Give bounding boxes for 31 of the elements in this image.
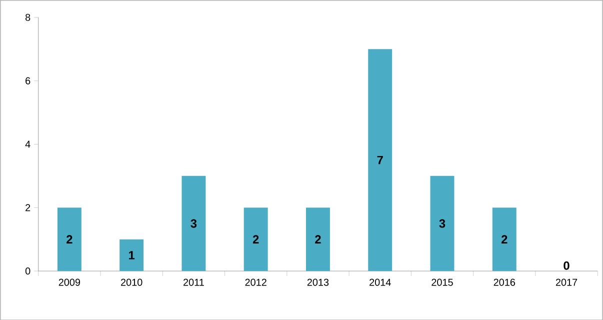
bar (368, 48, 392, 271)
bar (57, 207, 82, 271)
x-tick-label: 2014 (370, 278, 391, 286)
data-label: 7 (377, 156, 383, 164)
data-label: 1 (128, 250, 135, 260)
x-tick-label: 2009 (58, 278, 80, 286)
bar (182, 176, 206, 271)
bar (306, 207, 330, 271)
data-label: 2 (315, 234, 321, 244)
x-tick-label: 2015 (432, 278, 453, 286)
y-tick-label: 2 (26, 204, 30, 211)
y-tick-label: 4 (25, 140, 30, 148)
bar (492, 207, 516, 271)
x-tick-label: 2016 (494, 278, 516, 286)
data-label: 0 (564, 261, 570, 270)
x-tick-label: 2011 (184, 278, 204, 286)
data-label: 3 (190, 219, 197, 228)
x-tick-label: 2010 (120, 278, 142, 286)
y-tick-label: 8 (26, 14, 30, 21)
data-label: 3 (439, 219, 446, 228)
x-tick-label: 2013 (307, 278, 329, 286)
data-label: 2 (66, 234, 72, 244)
bar (244, 207, 268, 271)
x-tick-label: 2012 (245, 278, 266, 286)
y-tick-label: 0 (25, 267, 30, 274)
bar (120, 239, 144, 271)
y-tick-label: 6 (26, 77, 30, 84)
bar (430, 176, 454, 271)
data-label: 2 (501, 234, 508, 244)
data-label: 2 (252, 234, 259, 244)
x-tick-label: 2017 (556, 278, 578, 286)
